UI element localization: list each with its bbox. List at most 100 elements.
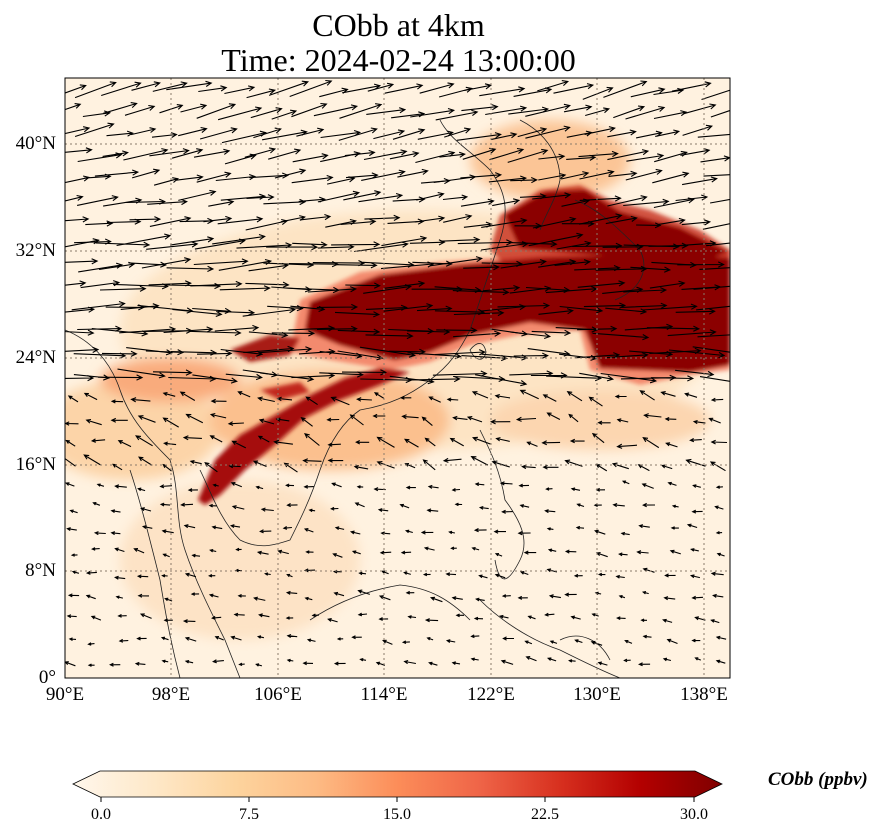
wind-arrow [490, 132, 518, 141]
wind-arrow [428, 396, 441, 403]
wind-arrow [471, 391, 489, 399]
wind-arrow [715, 635, 727, 640]
wind-arrow [66, 527, 77, 532]
wind-arrow [193, 258, 249, 266]
wind-arrow [303, 484, 314, 489]
wind-arrow [208, 593, 219, 598]
wind-arrow [286, 573, 293, 578]
wind-arrow [285, 483, 295, 488]
wind-arrow [65, 126, 91, 135]
wind-arrow [624, 639, 633, 644]
wind-arrow [531, 329, 572, 337]
wind-arrow [518, 483, 530, 488]
wind-arrow [422, 459, 436, 471]
wind-arrow [446, 397, 459, 402]
wind-arrow [244, 147, 277, 158]
wind-arrow [65, 346, 100, 353]
wind-arrow [403, 659, 416, 665]
lat-tick-label: 24°N [15, 347, 56, 368]
wind-arrow [671, 504, 679, 509]
wind-arrow [101, 81, 142, 97]
wind-arrow [192, 374, 238, 384]
wind-arrow [428, 661, 438, 666]
wind-arrow [621, 302, 668, 309]
wind-arrow [681, 219, 712, 226]
wind-arrow [692, 484, 701, 488]
wind-arrow [90, 615, 102, 621]
wind-arrow [313, 104, 359, 117]
wind-arrow [381, 235, 428, 247]
wind-arrow [582, 86, 614, 100]
wind-arrow [136, 636, 147, 641]
wind-arrow [623, 198, 670, 207]
wind-arrow [669, 549, 681, 555]
wind-arrow [523, 550, 537, 555]
wind-arrow [710, 439, 728, 445]
wind-arrow [129, 216, 162, 223]
wind-arrow [513, 352, 549, 359]
wind-arrow [199, 127, 238, 140]
wind-arrow [211, 615, 222, 620]
wind-arrow [444, 127, 472, 138]
wind-arrow [298, 348, 336, 355]
wind-arrow [546, 657, 557, 662]
wind-arrow [607, 195, 648, 207]
wind-arrow [641, 483, 654, 489]
wind-arrow [710, 619, 720, 624]
wind-arrow [493, 529, 506, 534]
wind-arrow [563, 104, 593, 113]
wind-arrow [445, 572, 457, 577]
wind-arrow [372, 413, 386, 419]
wind-arrow [410, 107, 456, 118]
wind-arrow [349, 414, 364, 426]
wind-arrow [424, 618, 439, 623]
wind-arrow [260, 507, 274, 512]
wind-arrow [357, 589, 370, 595]
wind-arrow [451, 661, 461, 665]
wind-arrow [559, 305, 604, 314]
wind-arrow [401, 640, 410, 645]
wind-arrow [141, 525, 153, 529]
wind-arrow [541, 440, 561, 446]
wind-arrow [326, 417, 340, 422]
wind-arrow [635, 130, 663, 139]
wind-arrow [162, 553, 170, 558]
wind-arrow [379, 550, 392, 555]
wind-arrow [436, 327, 478, 334]
wind-arrow [473, 528, 487, 533]
wind-arrow [660, 464, 673, 470]
wind-arrow [133, 548, 145, 554]
wind-arrow [366, 107, 407, 115]
lon-tick-label: 114°E [360, 684, 408, 705]
wind-arrow [474, 482, 485, 487]
wind-arrow [131, 81, 161, 91]
wind-arrow [220, 193, 267, 201]
wind-arrow [303, 528, 314, 533]
wind-arrow [141, 257, 192, 269]
wind-arrow [178, 189, 217, 201]
wind-arrow [424, 437, 436, 447]
wind-arrow [605, 215, 638, 225]
wind-arrow [625, 168, 663, 181]
wind-arrow [591, 613, 599, 617]
wind-arrow [691, 509, 703, 514]
wind-arrow [102, 150, 129, 157]
wind-arrow [140, 507, 152, 512]
wind-arrow [544, 612, 555, 617]
wind-arrow [455, 613, 464, 618]
wind-arrow [454, 502, 463, 507]
wind-arrow [399, 503, 410, 509]
wind-arrow [65, 84, 87, 94]
wind-arrow [224, 85, 256, 95]
wind-arrow [275, 417, 290, 422]
wind-arrow [560, 171, 590, 180]
wind-arrow [495, 437, 510, 442]
wind-arrow [291, 372, 336, 379]
wind-arrow [299, 213, 332, 221]
lon-tick-label: 122°E [467, 684, 515, 705]
wind-vectors [65, 79, 730, 667]
wind-arrow [570, 615, 581, 620]
wind-arrow [110, 531, 121, 536]
wind-arrow [600, 372, 658, 384]
wind-arrow [286, 633, 298, 638]
